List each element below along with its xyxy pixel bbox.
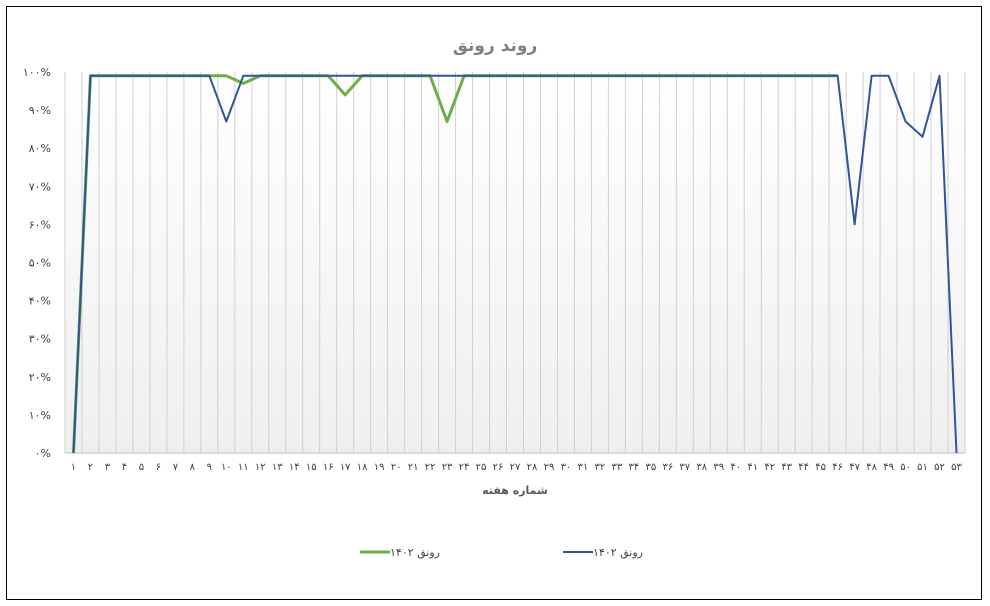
grid-lines: [64, 72, 966, 453]
y-tick-label: ۱۰%: [29, 409, 51, 422]
x-tick-label: ۶: [156, 462, 161, 473]
x-tick-label: ۸: [190, 462, 196, 473]
y-tick-label: ۸۰%: [29, 142, 51, 155]
y-tick-label: ۱۰۰%: [23, 66, 51, 79]
x-tick-label: ۵۳: [951, 462, 962, 473]
x-tick-label: ۳۲: [595, 462, 606, 473]
y-tick-label: ۳۰%: [29, 333, 51, 346]
x-tick-label: ۳۰: [561, 462, 572, 473]
legend-label: رونق ۱۴۰۲: [390, 546, 440, 560]
y-tick-label: ۵۰%: [29, 257, 51, 270]
x-tick-label: ۲۸: [527, 462, 538, 473]
x-tick-label: ۱۵: [306, 462, 317, 473]
x-tick-label: ۴۷: [849, 462, 860, 473]
legend-label: رونق ۱۴۰۲: [593, 546, 643, 560]
series-line-2: [72, 74, 958, 454]
x-tick-label: ۲۳: [442, 462, 453, 473]
x-tick-label: ۵۰: [900, 462, 911, 473]
x-tick-label: ۱۴: [289, 462, 300, 473]
x-tick-label: ۲۶: [493, 462, 504, 473]
x-tick-label: ۱۸: [357, 462, 368, 473]
x-tick-label: ۲۵: [476, 462, 487, 473]
x-tick-label: ۷: [173, 462, 179, 473]
x-tick-label: ۳۹: [713, 462, 724, 473]
x-tick-label: ۱۶: [323, 462, 334, 473]
x-axis-ticks: ۱ ۲ ۳ ۴ ۵ ۶ ۷ ۸ ۹ ۱۰ ۱۱ ۱۲ ۱۳ ۱۴ ۱۵ ۱۶ ۱۷ ۱۸ ۱۹ ۲۰ ۲۱ ۲۲ ۲۳ ۲۴ ۲…: [71, 462, 963, 473]
x-tick-label: ۱: [71, 462, 76, 473]
y-tick-label: ۲۰%: [29, 371, 51, 384]
x-tick-label: ۱۲: [255, 462, 266, 473]
x-tick-label: ۲: [88, 462, 93, 473]
x-tick-label: ۳۵: [645, 462, 656, 473]
x-tick-label: ۴۰: [730, 462, 741, 473]
legend-item-2: رونق ۱۴۰۲: [563, 546, 643, 560]
y-axis-ticks: ۰% ۱۰% ۲۰% ۳۰% ۴۰% ۵۰% ۶۰% ۷۰% ۸۰% ۹۰% ۱۰۰%: [23, 66, 51, 460]
x-tick-label: ۳۷: [679, 462, 690, 473]
y-tick-label: ۶۰%: [29, 218, 51, 231]
x-tick-label: ۱۰: [221, 462, 232, 473]
y-tick-label: ۷۰%: [29, 180, 51, 193]
series-lines: [71, 74, 958, 454]
y-tick-label: ۰%: [35, 447, 51, 460]
y-tick-label: ۴۰%: [29, 295, 51, 308]
x-tick-label: ۴۴: [798, 462, 809, 473]
x-tick-label: ۳۳: [612, 462, 623, 473]
x-tick-label: ۲۲: [425, 462, 436, 473]
x-tick-label: ۲۹: [544, 462, 555, 473]
x-tick-label: ۴: [122, 462, 127, 473]
x-tick-label: ۹: [207, 462, 212, 473]
x-tick-label: ۱۳: [272, 462, 283, 473]
x-axis-label: شماره هفته: [482, 484, 548, 497]
chart-title: روند رونق: [453, 36, 538, 56]
x-tick-label: ۴۱: [747, 462, 758, 473]
x-tick-label: ۱۹: [374, 462, 385, 473]
x-tick-label: ۲۰: [391, 462, 402, 473]
x-tick-label: ۴۳: [781, 462, 792, 473]
x-tick-label: ۲۴: [459, 462, 470, 473]
x-tick-label: ۴۲: [764, 462, 775, 473]
plot-area: [65, 72, 965, 453]
x-tick-label: ۵: [139, 462, 144, 473]
y-tick-label: ۹۰%: [29, 104, 51, 117]
x-tick-label: ۵۱: [917, 462, 928, 473]
legend-item-1: رونق ۱۴۰۲: [360, 546, 440, 560]
x-tick-label: ۴۹: [883, 462, 894, 473]
x-tick-label: ۳۴: [628, 462, 639, 473]
x-tick-label: ۴۸: [866, 462, 877, 473]
x-tick-label: ۴۵: [815, 462, 826, 473]
x-tick-label: ۱۱: [238, 462, 249, 473]
x-tick-label: ۳۸: [696, 462, 707, 473]
x-tick-label: ۵۲: [934, 462, 945, 473]
x-tick-label: ۱۷: [340, 462, 351, 473]
x-tick-label: ۲۷: [510, 462, 521, 473]
x-tick-label: ۲۱: [408, 462, 419, 473]
x-tick-label: ۴۶: [832, 462, 843, 473]
x-tick-label: ۳۱: [578, 462, 589, 473]
x-tick-label: ۳: [105, 462, 111, 473]
x-tick-label: ۳۶: [662, 462, 673, 473]
legend: رونق ۱۴۰۲ رونق ۱۴۰۲: [360, 546, 643, 560]
